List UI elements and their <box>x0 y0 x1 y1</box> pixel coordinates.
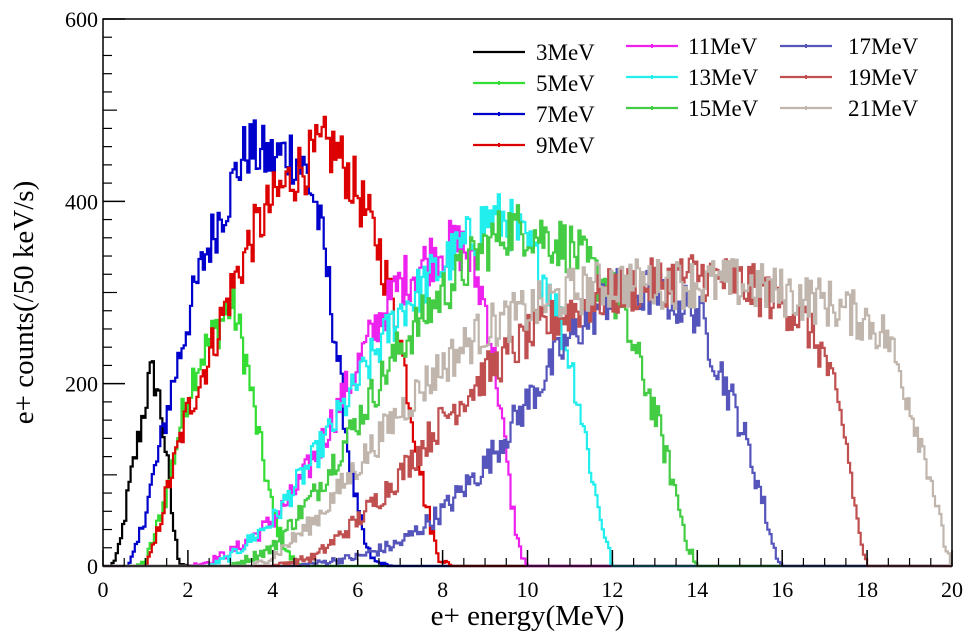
x-tick-label: 10 <box>517 577 539 602</box>
x-tick-label: 12 <box>601 577 623 602</box>
legend-label-17MeV: 17MeV <box>848 34 919 59</box>
legend-label-5MeV: 5MeV <box>536 71 595 96</box>
series-line-17MeV <box>103 268 952 568</box>
x-tick-label: 6 <box>352 577 363 602</box>
legend-label-19MeV: 19MeV <box>848 65 919 90</box>
legend-label-7MeV: 7MeV <box>536 102 595 127</box>
x-tick-label: 8 <box>437 577 448 602</box>
legend-label-11MeV: 11MeV <box>688 34 758 59</box>
legend: 3MeV 5MeV 7MeV 9MeV 11MeV 13MeV 15MeV 17MeV 19Me… <box>473 34 919 158</box>
y-tick-label: 600 <box>65 7 98 32</box>
x-tick-label: 20 <box>941 577 963 602</box>
series-line-21MeV <box>103 258 952 568</box>
y-tick-label: 0 <box>87 554 98 579</box>
x-axis-title: e+ energy(MeV) <box>431 600 625 632</box>
legend-label-15MeV: 15MeV <box>688 96 759 121</box>
series-line-15MeV <box>103 204 952 568</box>
x-tick-label: 4 <box>267 577 278 602</box>
series-line-19MeV <box>103 254 952 568</box>
legend-label-13MeV: 13MeV <box>688 65 759 90</box>
legend-label-9MeV: 9MeV <box>536 133 595 158</box>
series-layer <box>103 115 952 568</box>
x-tick-label: 16 <box>771 577 793 602</box>
y-tick-label: 200 <box>65 372 98 397</box>
x-tick-label: 0 <box>98 577 109 602</box>
legend-label-3MeV: 3MeV <box>536 40 595 65</box>
x-tick-label: 2 <box>182 577 193 602</box>
x-tick-label: 14 <box>686 577 708 602</box>
y-tick-label: 400 <box>65 189 98 214</box>
y-axis-title: e+ counts(/50 keV/s) <box>8 181 40 424</box>
x-tick-label: 18 <box>856 577 878 602</box>
legend-label-21MeV: 21MeV <box>848 96 919 121</box>
